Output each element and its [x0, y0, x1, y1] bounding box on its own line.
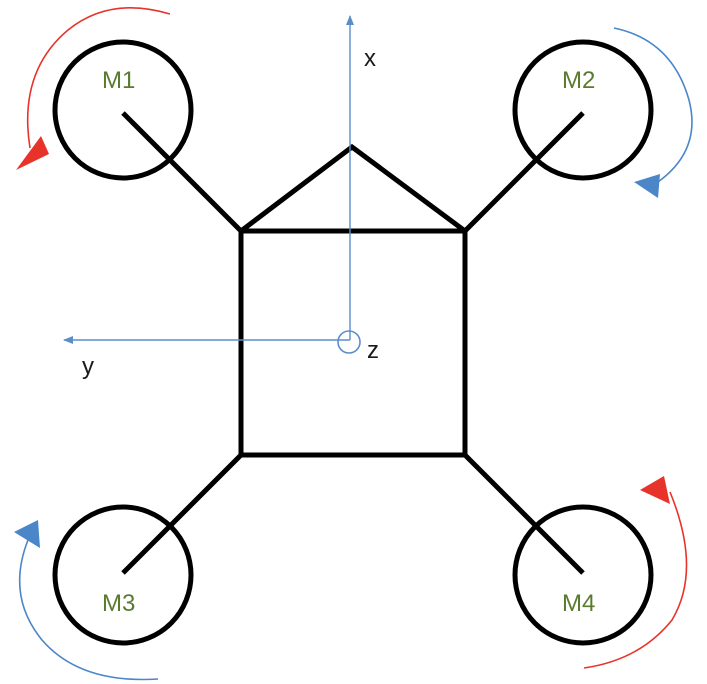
x-axis-label: x — [364, 45, 376, 72]
frame-body — [238, 228, 468, 458]
arm-m1 — [121, 111, 243, 233]
arm-m3 — [121, 453, 243, 575]
z-axis-symbol — [337, 330, 361, 354]
motor-m2-label: M2 — [562, 67, 595, 94]
m2-rotation-arrow — [613, 27, 693, 198]
motor-m4-label: M4 — [562, 590, 595, 617]
m4-rotation-arrow — [583, 476, 688, 669]
frame-nose-triangle — [239, 143, 467, 234]
arm-m2 — [463, 111, 585, 233]
motor-m4-circle — [512, 504, 654, 646]
motor-m1-label: M1 — [102, 67, 135, 94]
y-axis-label: y — [82, 353, 94, 380]
axes — [63, 15, 361, 354]
motor-m1-circle — [52, 39, 194, 181]
motor-m2-circle — [512, 39, 654, 181]
m3-rotation-arrow — [14, 520, 159, 681]
motor-m3-circle — [52, 504, 194, 646]
arm-m4 — [463, 453, 585, 575]
frame — [121, 111, 585, 575]
motor-m3-label: M3 — [102, 590, 135, 617]
m1-rotation-arrow — [16, 6, 171, 170]
z-axis-label: z — [367, 337, 379, 364]
